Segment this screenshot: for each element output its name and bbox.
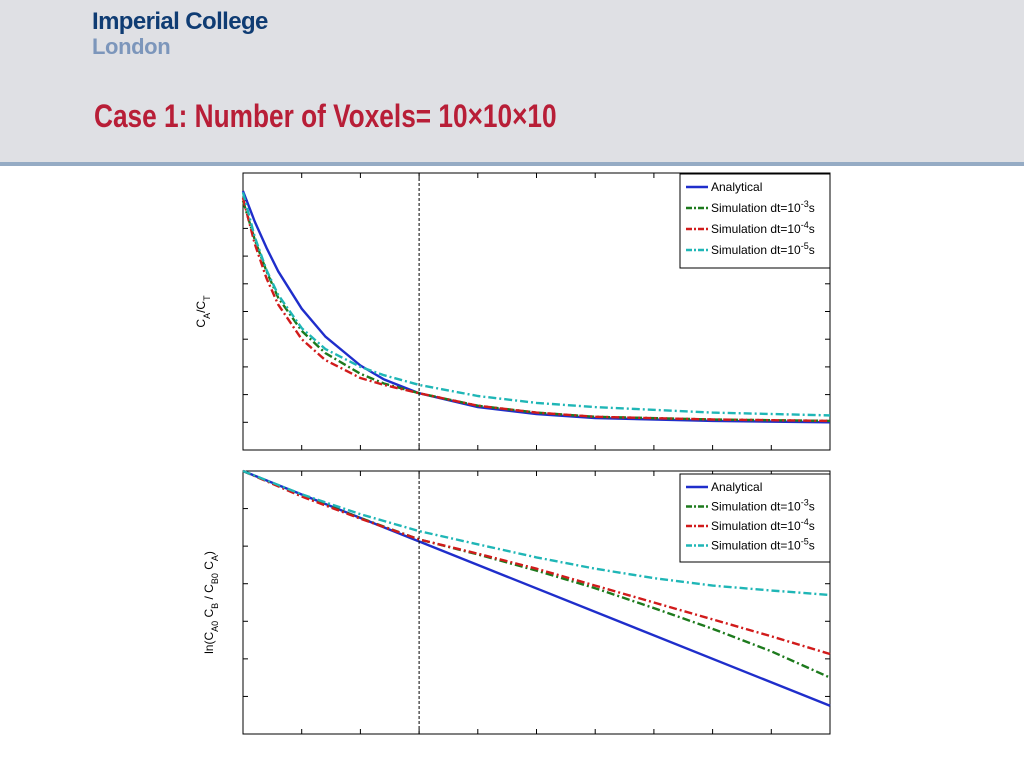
slide-title: Case 1: Number of Voxels= 10×10×10	[94, 98, 557, 134]
legend-entry-4: Simulation dt=10-5s	[711, 241, 815, 257]
y-axis-label: CA/CT	[194, 295, 212, 328]
legend-box	[679, 473, 831, 563]
logo-line-1: Imperial College	[92, 8, 268, 35]
series-line-1	[242, 469, 831, 707]
legend-entry-4: Simulation dt=10-5s	[711, 537, 815, 553]
legend-entry-2: Simulation dt=10-3s	[711, 199, 815, 215]
slide-header: Imperial College London Case 1: Number o…	[0, 0, 1024, 166]
legend-entry-1: Analytical	[711, 480, 762, 494]
y-axis-label: ln(CA0 CB / CB0 CA)	[202, 551, 220, 654]
chart-legend: Analytical Simulation dt=10-3s Simulation …	[679, 173, 831, 269]
series-line-4	[242, 469, 831, 597]
legend-box	[679, 173, 831, 269]
series-line-2	[241, 200, 831, 423]
legend-entry-3: Simulation dt=10-4s	[711, 517, 815, 533]
legend-entry-1: Analytical	[711, 180, 762, 194]
legend-entry-3: Simulation dt=10-4s	[711, 220, 815, 236]
legend-entry-2: Simulation dt=10-3s	[711, 498, 815, 514]
logo-line-2: London	[92, 34, 171, 59]
series-line-3	[242, 469, 831, 656]
chart-legend: Analytical Simulation dt=10-3s Simulation …	[679, 473, 831, 563]
chart-panel-2: ln(CA0 CB / CB0 CA) Analytical Simulation …	[202, 469, 831, 735]
institution-logo: Imperial College London	[92, 10, 268, 58]
chart-panel-1: CA/CT Analytical Simulation dt=10-3s Simula…	[194, 172, 831, 451]
series-line-1	[241, 190, 831, 424]
series-line-2	[242, 469, 831, 679]
series-line-4	[241, 192, 831, 417]
series-line-3	[241, 197, 831, 423]
